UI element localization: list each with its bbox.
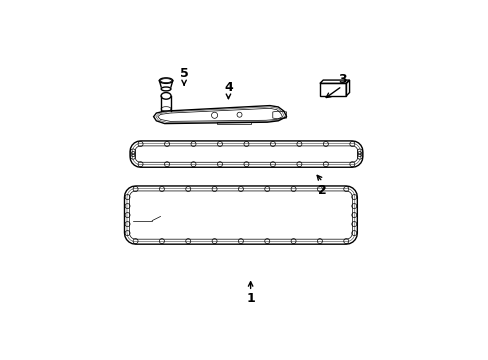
Text: 5: 5 bbox=[180, 67, 188, 80]
Text: 3: 3 bbox=[337, 73, 346, 86]
Text: 1: 1 bbox=[246, 292, 254, 305]
Text: 2: 2 bbox=[318, 184, 326, 197]
Text: 4: 4 bbox=[224, 81, 232, 94]
